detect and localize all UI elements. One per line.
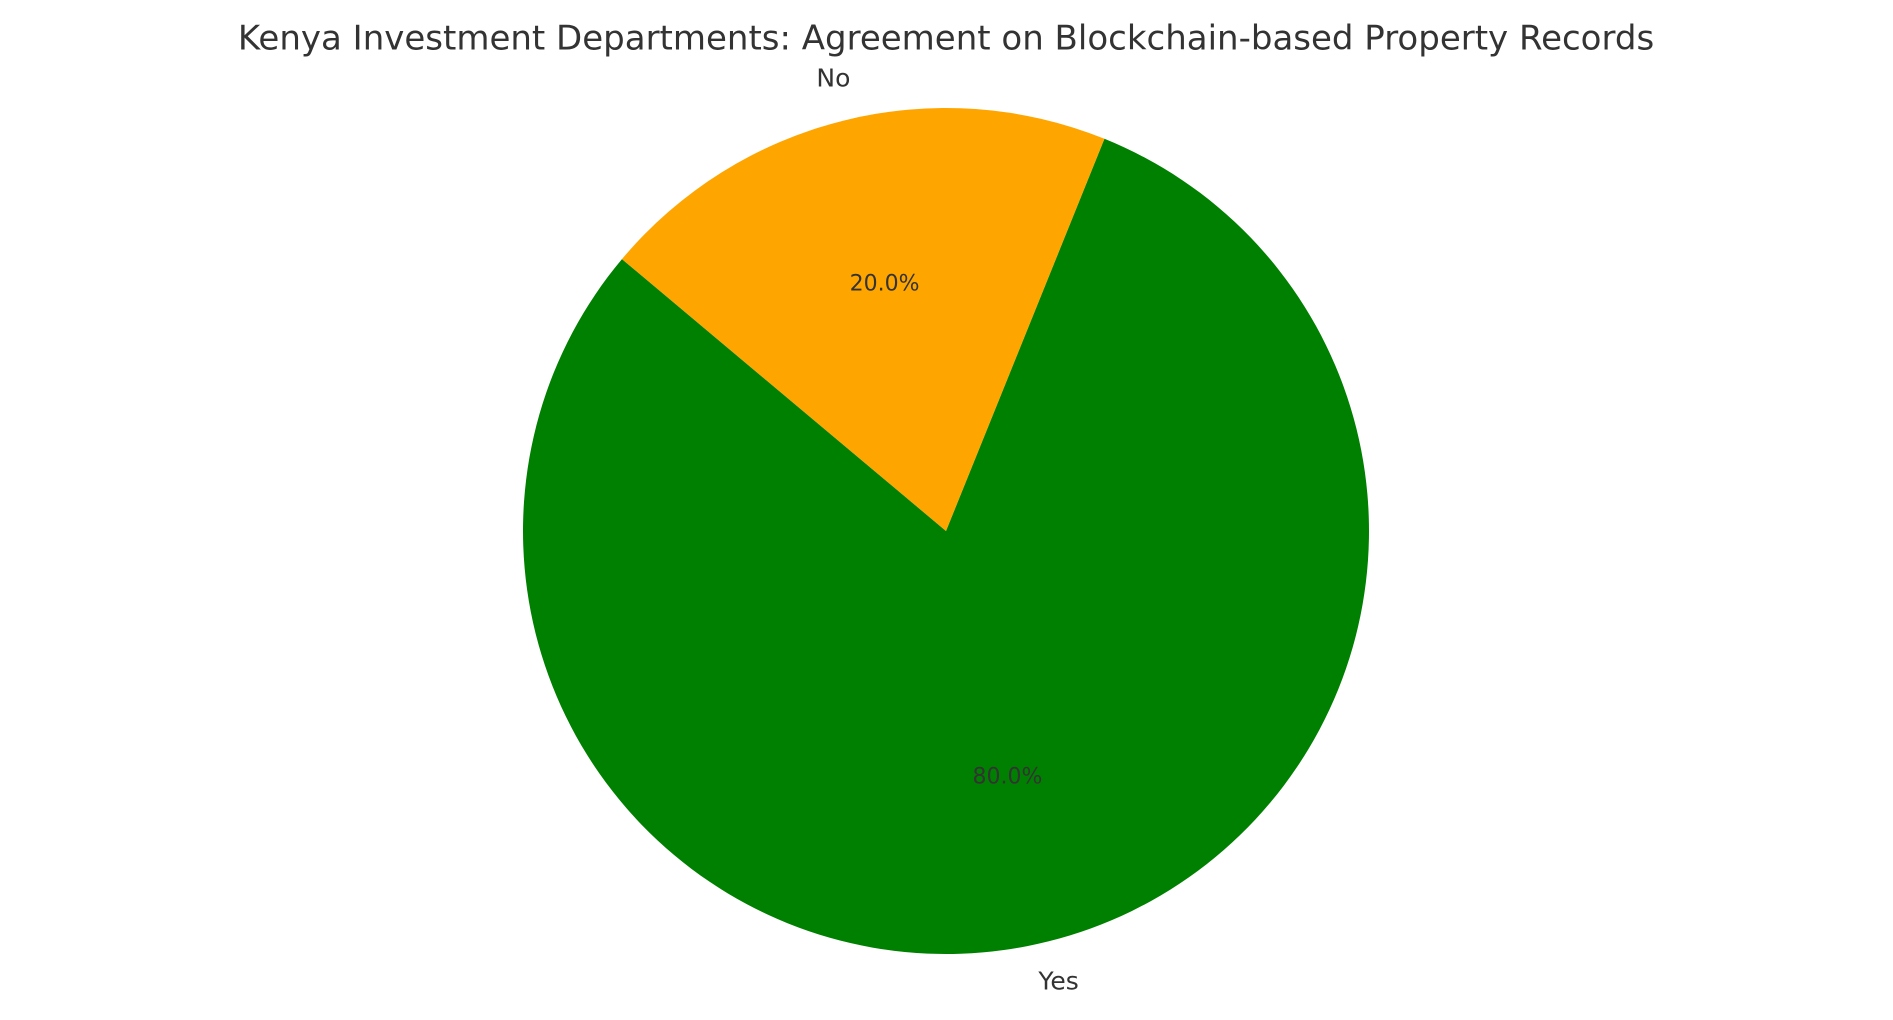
slice-label: No: [816, 64, 850, 93]
value-label: 20.0%: [850, 272, 920, 297]
slice-label: Yes: [1037, 966, 1078, 995]
chart-title: Kenya Investment Departments: Agreement …: [238, 19, 1654, 59]
pie-slice: [621, 107, 1105, 532]
value-label: 80.0%: [972, 764, 1042, 789]
pie-slice: [522, 138, 1369, 955]
